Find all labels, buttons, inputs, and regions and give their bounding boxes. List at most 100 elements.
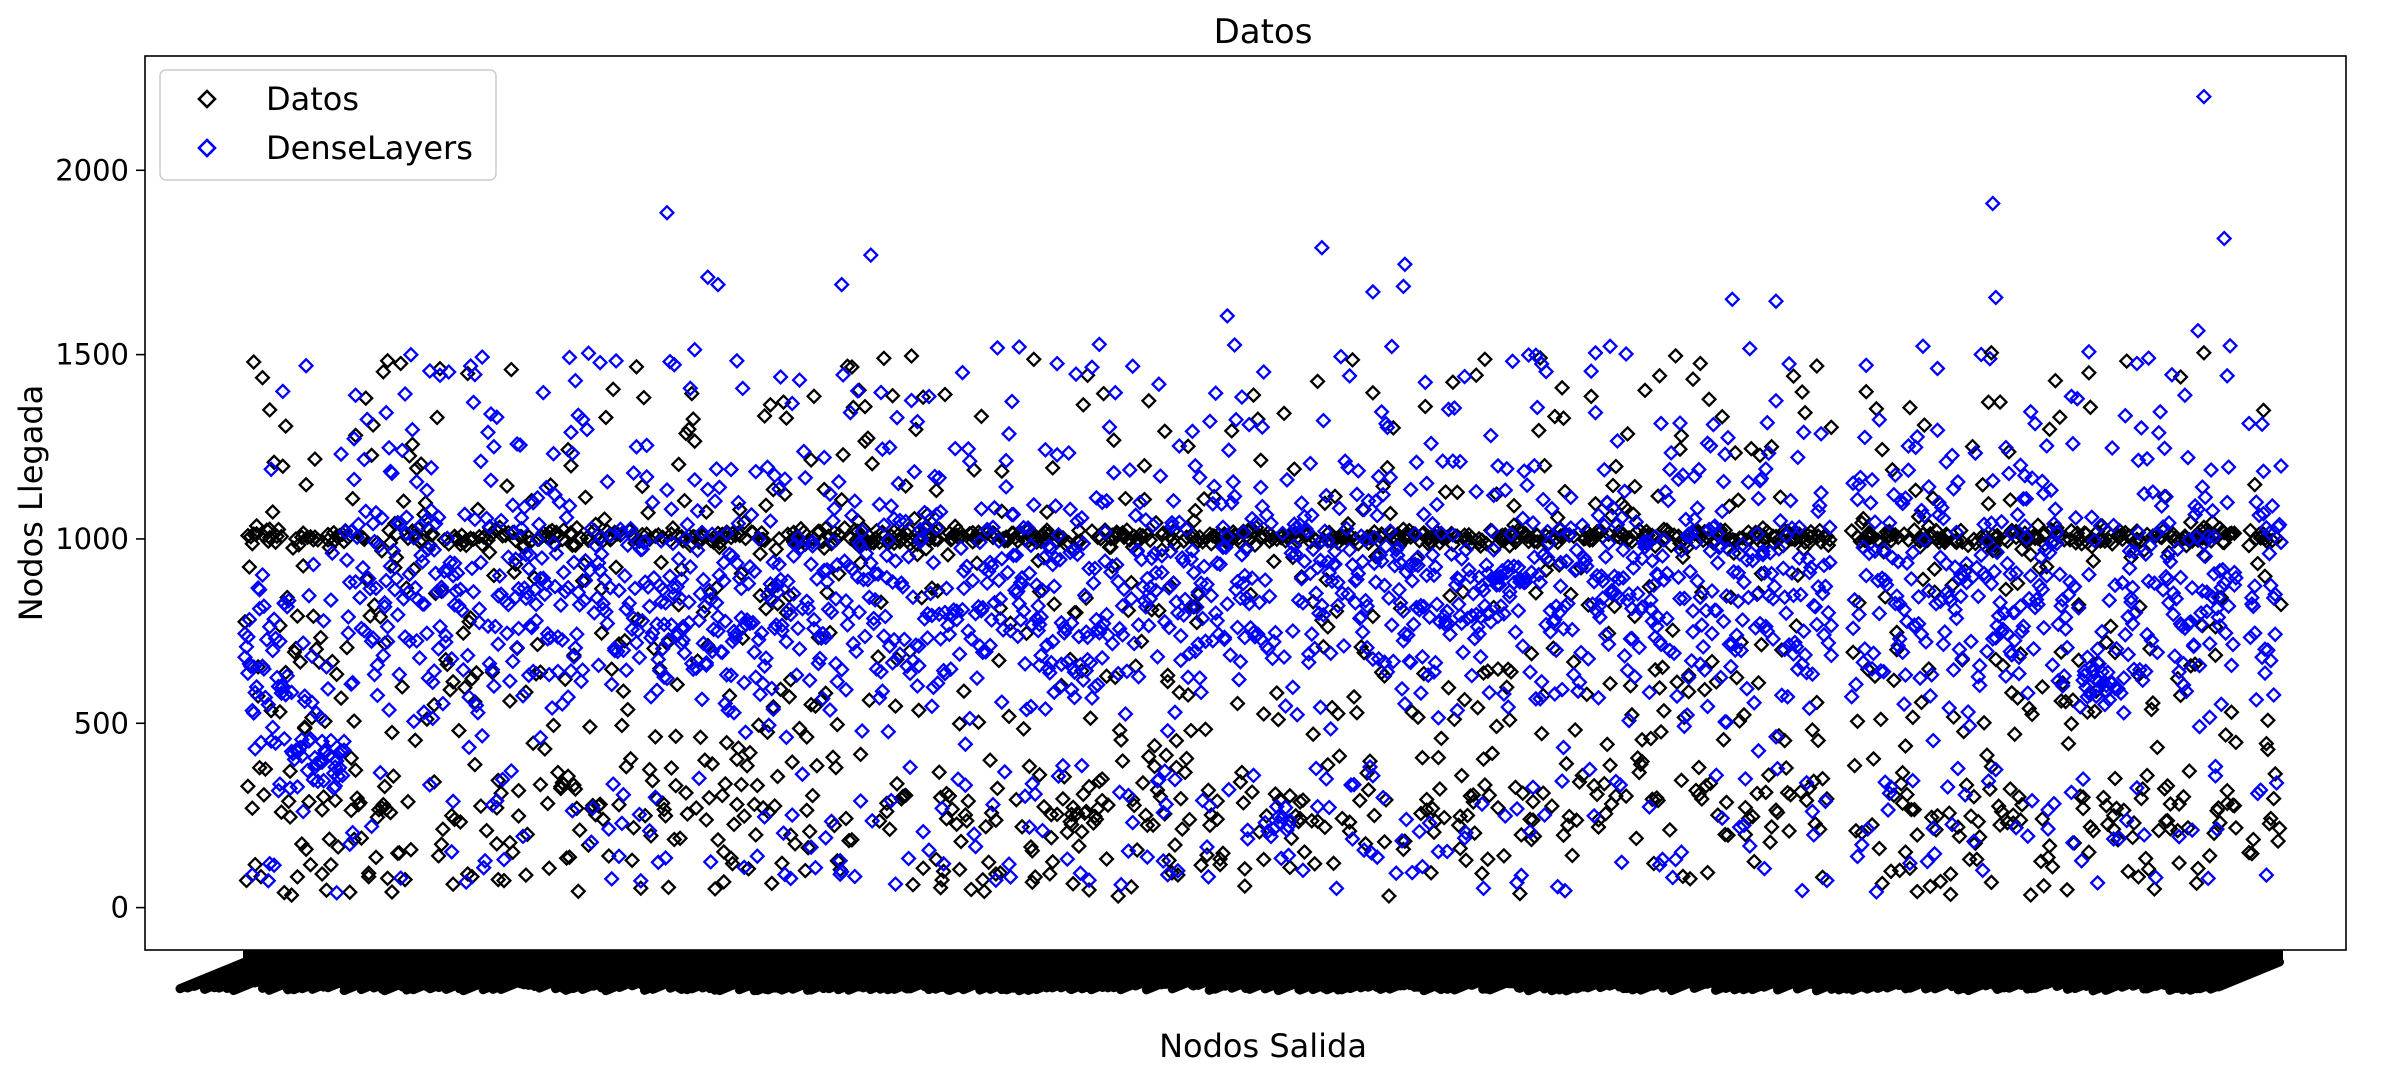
data-point-denselayers xyxy=(916,504,933,521)
data-point-denselayers xyxy=(1126,635,1143,652)
data-point-denselayers xyxy=(1855,654,1872,671)
data-point-datos xyxy=(2070,596,2087,613)
data-point-datos xyxy=(261,401,278,418)
data-point-denselayers xyxy=(2003,525,2020,542)
data-point-denselayers xyxy=(1379,419,1396,436)
data-point-datos xyxy=(2175,788,2192,805)
data-point-denselayers xyxy=(2015,490,2032,507)
data-point-datos xyxy=(2139,767,2156,784)
data-point-denselayers xyxy=(2201,709,2218,726)
data-point-denselayers xyxy=(340,608,357,625)
data-point-datos xyxy=(1095,385,1112,402)
data-point-denselayers xyxy=(960,623,977,640)
data-point-denselayers xyxy=(744,614,761,631)
data-point-denselayers xyxy=(1076,587,1093,604)
data-point-denselayers xyxy=(776,471,793,488)
data-point-datos xyxy=(1607,458,1624,475)
data-point-denselayers xyxy=(2171,828,2188,845)
data-point-datos xyxy=(1468,367,1485,384)
data-point-datos xyxy=(1159,673,1176,690)
data-point-denselayers xyxy=(1079,629,1096,646)
data-point-denselayers xyxy=(920,388,938,405)
data-point-denselayers xyxy=(1754,546,1771,563)
data-point-datos xyxy=(394,678,411,695)
data-point-denselayers xyxy=(1668,688,1686,705)
data-point-denselayers xyxy=(1850,606,1868,623)
data-point-denselayers xyxy=(651,662,668,679)
data-point-datos xyxy=(669,676,686,693)
data-point-denselayers xyxy=(340,625,357,642)
data-point-datos xyxy=(960,793,977,810)
data-point-denselayers xyxy=(1329,597,1346,614)
data-point-denselayers xyxy=(676,644,693,662)
data-point-denselayers xyxy=(1136,592,1153,610)
data-point-datos xyxy=(644,772,661,789)
data-point-datos xyxy=(255,786,272,803)
data-point-denselayers xyxy=(2027,415,2044,432)
data-point-denselayers xyxy=(1309,798,1326,815)
data-point-denselayers xyxy=(1779,688,1796,705)
data-point-datos xyxy=(257,761,274,778)
data-point-datos xyxy=(1075,396,1092,413)
data-point-datos xyxy=(1056,768,1073,785)
data-point-datos xyxy=(1511,885,1528,902)
data-point-denselayers xyxy=(314,754,331,771)
data-point-datos xyxy=(314,801,331,818)
data-point-denselayers xyxy=(305,556,322,573)
data-point-datos xyxy=(2255,402,2272,419)
data-point-denselayers xyxy=(1308,760,1325,777)
data-point-denselayers xyxy=(1820,604,1837,621)
data-point-denselayers xyxy=(1717,446,1734,463)
data-point-denselayers xyxy=(485,438,502,455)
data-point-datos xyxy=(1281,787,1298,804)
data-point-denselayers xyxy=(1025,496,1042,513)
data-point-datos xyxy=(856,433,874,450)
data-point-denselayers xyxy=(474,727,491,744)
data-point-denselayers xyxy=(664,535,681,552)
data-point-denselayers xyxy=(2200,870,2217,887)
data-point-denselayers xyxy=(2262,652,2279,669)
data-point-denselayers xyxy=(1914,338,1932,355)
data-point-datos xyxy=(875,350,892,367)
data-point-denselayers xyxy=(1284,679,1301,696)
data-point-datos xyxy=(1727,444,1744,461)
data-point-denselayers xyxy=(906,463,923,480)
data-point-denselayers xyxy=(244,866,261,883)
data-point-datos xyxy=(1769,804,1786,821)
data-point-datos xyxy=(490,772,507,789)
data-point-denselayers xyxy=(316,744,334,761)
data-point-denselayers xyxy=(1214,539,1232,556)
data-point-datos xyxy=(399,793,417,810)
data-point-denselayers xyxy=(1178,521,1195,538)
data-point-denselayers xyxy=(261,855,278,872)
data-point-denselayers xyxy=(689,502,706,519)
data-point-denselayers xyxy=(299,762,316,779)
data-point-datos xyxy=(936,386,954,403)
data-point-datos xyxy=(1027,868,1044,886)
data-point-denselayers xyxy=(2098,677,2115,694)
data-point-datos xyxy=(264,503,281,521)
data-point-datos xyxy=(468,664,485,681)
data-point-denselayers xyxy=(1852,469,1869,486)
data-point-denselayers xyxy=(525,494,542,511)
data-point-denselayers xyxy=(434,582,451,599)
data-point-datos xyxy=(915,389,932,406)
data-point-datos xyxy=(1459,807,1476,824)
data-point-datos xyxy=(2021,700,2038,717)
data-point-denselayers xyxy=(2147,869,2164,886)
data-point-denselayers xyxy=(1393,680,1411,697)
data-point-denselayers xyxy=(1916,507,1933,524)
data-point-datos xyxy=(2118,353,2135,370)
data-point-denselayers xyxy=(996,763,1013,780)
data-point-denselayers xyxy=(2015,618,2032,635)
data-point-denselayers xyxy=(829,673,846,690)
data-point-denselayers xyxy=(1359,598,1376,615)
data-point-denselayers xyxy=(2144,483,2161,501)
data-point-datos xyxy=(878,803,895,820)
data-point-denselayers xyxy=(1108,556,1125,573)
data-point-denselayers xyxy=(2128,355,2145,372)
data-point-denselayers xyxy=(1228,411,1245,428)
data-point-denselayers xyxy=(1887,595,1904,612)
data-point-datos xyxy=(1180,686,1197,704)
data-point-denselayers xyxy=(1759,414,1776,431)
